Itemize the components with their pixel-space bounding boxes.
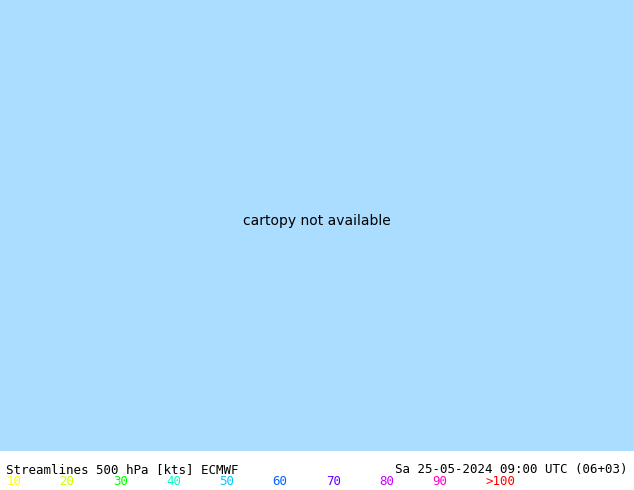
Text: 40: 40 [166, 475, 181, 488]
Text: 70: 70 [326, 475, 341, 488]
Text: 90: 90 [432, 475, 448, 488]
Text: 50: 50 [219, 475, 235, 488]
Text: 20: 20 [60, 475, 75, 488]
Text: cartopy not available: cartopy not available [243, 215, 391, 228]
Text: >100: >100 [486, 475, 515, 488]
Text: 10: 10 [6, 475, 22, 488]
Text: 60: 60 [273, 475, 288, 488]
Text: Streamlines 500 hPa [kts] ECMWF: Streamlines 500 hPa [kts] ECMWF [6, 463, 239, 476]
Text: 30: 30 [113, 475, 128, 488]
Text: Sa 25-05-2024 09:00 UTC (06+03): Sa 25-05-2024 09:00 UTC (06+03) [395, 463, 628, 476]
Text: 80: 80 [379, 475, 394, 488]
